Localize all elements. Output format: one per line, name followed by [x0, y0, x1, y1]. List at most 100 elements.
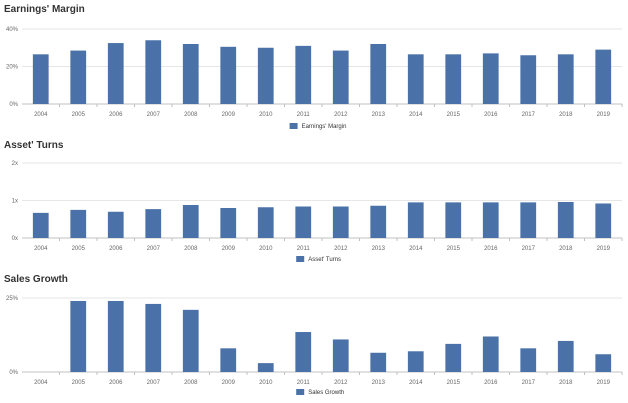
bar [445, 54, 462, 104]
x-tick-label: 2007 [147, 246, 161, 252]
x-tick-label: 2017 [522, 246, 536, 252]
x-tick-label: 2006 [109, 246, 123, 252]
sales-growth-panel: Sales Growth 0% 25% 2004 2005 2006 2007 2008 20… [0, 268, 628, 403]
bar [482, 202, 499, 238]
bar [595, 49, 612, 104]
x-tick-label: 2010 [259, 380, 273, 386]
chart-title: Sales Growth [4, 274, 68, 285]
x-tick-label: 2009 [222, 112, 236, 118]
x-tick-label: 2004 [34, 112, 48, 118]
y-tick-label: 0% [9, 102, 18, 108]
bar [370, 44, 387, 104]
y-tick-label: 20% [6, 65, 19, 71]
y-tick-label: 2x [12, 161, 18, 167]
bar [407, 54, 424, 104]
x-tick-label: 2018 [559, 380, 573, 386]
bar [182, 44, 199, 104]
bar [257, 363, 274, 372]
x-tick-label: 2010 [259, 112, 273, 118]
x-tick-label: 2013 [372, 246, 386, 252]
chart-title: Asset' Turns [4, 140, 64, 151]
x-tick-label: 2018 [559, 246, 573, 252]
x-tick-label: 2004 [34, 246, 48, 252]
y-tick-label: 40% [6, 27, 19, 33]
x-tick-label: 2005 [72, 246, 86, 252]
bar [370, 205, 387, 238]
x-tick-label: 2007 [147, 112, 161, 118]
sales-growth-chart: 0% 25% 2004 2005 2006 2007 2008 2009 2010 2011 201… [6, 296, 623, 396]
bar [520, 202, 537, 238]
x-tick-label: 2015 [447, 246, 461, 252]
x-tick-label: 2012 [334, 380, 348, 386]
y-tick-label: 1x [12, 199, 18, 205]
bar [32, 54, 49, 104]
bar [332, 339, 349, 372]
y-tick-label: 0% [9, 370, 18, 376]
legend-label: Earnings' Margin [302, 124, 347, 130]
asset-turns-panel: Asset' Turns 0x 1x 2x 2004 2005 2006 2007 2008 2… [0, 134, 628, 269]
x-tick-label: 2010 [259, 246, 273, 252]
bar [107, 211, 124, 238]
x-tick-label: 2008 [184, 246, 198, 252]
x-tick-label: 2011 [297, 246, 311, 252]
x-tick-label: 2019 [597, 246, 611, 252]
bar [557, 54, 574, 104]
bar [595, 203, 612, 238]
y-tick-label: 0x [12, 236, 18, 242]
bar [145, 209, 162, 238]
bar [107, 300, 124, 372]
bar [70, 300, 87, 372]
bar [70, 209, 87, 238]
x-tick-label: 2016 [484, 246, 498, 252]
x-tick-label: 2012 [334, 112, 348, 118]
x-tick-label: 2005 [72, 380, 86, 386]
bar [482, 53, 499, 104]
chart-title: Earnings' Margin [4, 4, 85, 15]
bar [332, 50, 349, 104]
x-tick-label: 2008 [184, 112, 198, 118]
bar [257, 47, 274, 104]
x-tick-label: 2009 [222, 380, 236, 386]
bar [520, 348, 537, 372]
bar [145, 303, 162, 372]
x-tick-label: 2014 [409, 380, 423, 386]
x-tick-label: 2015 [447, 380, 461, 386]
x-tick-label: 2009 [222, 246, 236, 252]
earnings-margin-chart: 0% 20% 40% 2004 2005 2006 2007 2008 2009 2010 2011… [6, 27, 623, 130]
bar [220, 348, 237, 372]
bar [295, 206, 312, 238]
bar [182, 205, 199, 238]
bar [595, 354, 612, 372]
x-tick-label: 2019 [597, 380, 611, 386]
legend-label: Asset' Turns [308, 257, 341, 263]
bar [220, 46, 237, 104]
y-tick-label: 25% [6, 296, 19, 302]
bar [407, 351, 424, 372]
x-tick-label: 2015 [447, 112, 461, 118]
x-tick-label: 2019 [597, 112, 611, 118]
x-tick-label: 2017 [522, 112, 536, 118]
earnings-margin-panel: Earnings' Margin 0% 20% 40% 2004 2005 2006 200… [0, 0, 628, 135]
bar [445, 343, 462, 372]
x-tick-label: 2013 [372, 112, 386, 118]
x-tick-label: 2007 [147, 380, 161, 386]
bar [482, 336, 499, 372]
x-tick-label: 2016 [484, 380, 498, 386]
x-tick-label: 2017 [522, 380, 536, 386]
bar [257, 207, 274, 238]
bar [107, 43, 124, 104]
legend-swatch [289, 123, 298, 129]
x-tick-label: 2011 [297, 380, 311, 386]
x-tick-label: 2016 [484, 112, 498, 118]
bar [332, 206, 349, 238]
bar [182, 309, 199, 372]
bar [557, 340, 574, 372]
bar [70, 50, 87, 104]
x-tick-label: 2012 [334, 246, 348, 252]
legend-swatch [296, 256, 305, 262]
x-tick-label: 2011 [297, 112, 311, 118]
bar [145, 40, 162, 104]
bar [407, 202, 424, 238]
bar [295, 45, 312, 104]
x-tick-label: 2008 [184, 380, 198, 386]
